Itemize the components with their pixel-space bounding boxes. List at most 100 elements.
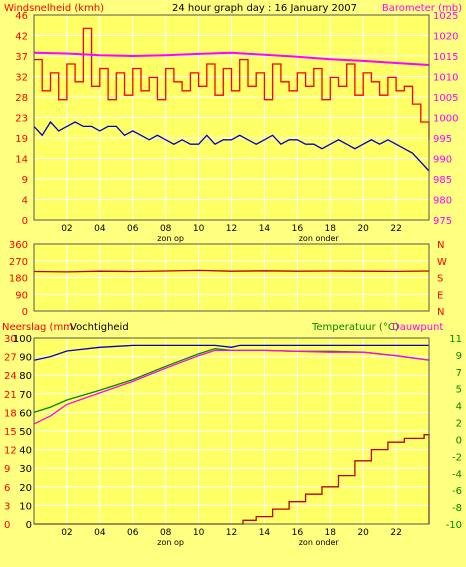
wind-x-tick-label: 02	[61, 224, 72, 234]
wind-direction-line	[33, 269, 430, 273]
humidity-y-tick-label: 40	[19, 446, 32, 457]
humidity-y-tick-label: 70	[19, 390, 32, 401]
temperature-x-tick-label: 06	[127, 528, 139, 538]
rain-y-tick-label: 30	[4, 334, 17, 345]
temperature-y-tick-label: -2	[452, 452, 462, 463]
humidity-y-tick-label: 0	[26, 520, 32, 531]
wind-y-tick-label: 46	[15, 11, 28, 22]
wind-series	[33, 27, 430, 172]
wind-average-line	[33, 120, 430, 172]
temperature-x-tick-label: 18	[325, 528, 337, 538]
temperature-plot-frame	[33, 337, 430, 525]
temperature-x-tick-label: 10	[193, 528, 205, 538]
humidity-y-tick-label: 30	[19, 464, 32, 475]
direction-plot-frame	[33, 243, 430, 312]
rain-y-tick-label: 12	[4, 446, 17, 457]
wind-x-tick-label: 10	[193, 224, 205, 234]
humidity-y-tick-label: 50	[19, 427, 32, 438]
barometer-y-tick-label: 1020	[433, 32, 458, 43]
direction-series	[33, 269, 430, 273]
humidity-y-tick-label: 100	[13, 334, 32, 345]
sun-annotation: zon onder	[299, 538, 340, 547]
rain-y-tick-label: 3	[4, 501, 10, 512]
wind-y-tick-label: 28	[15, 93, 28, 104]
humidity-y-tick-label: 60	[19, 408, 32, 419]
wind-y-tick-label: 37	[15, 52, 28, 63]
wind-y-tick-label: 9	[22, 175, 28, 186]
windspeed-axis-label: Windsnelheid (kmh)	[4, 3, 104, 14]
direction-y-ticks: 0 90 180 270 360	[9, 240, 28, 318]
dewpoint-axis-label: Dauwpunt	[392, 322, 443, 333]
humidity-y-tick-label: 20	[19, 483, 32, 494]
temperature-x-tick-label: 16	[292, 528, 304, 538]
barometer-y-tick-label: 1010	[433, 73, 458, 84]
wind-x-tick-label: 22	[390, 224, 401, 234]
rain-line	[34, 434, 430, 525]
dewpoint-line	[33, 349, 430, 425]
temperature-x-tick-label: 04	[94, 528, 106, 538]
wind-grid	[34, 15, 429, 220]
wind-y-tick-label: 14	[15, 155, 28, 166]
wind-x-tick-label: 16	[292, 224, 304, 234]
sun-annotation: zon onder	[299, 234, 340, 243]
wind-y-tick-label: 19	[15, 134, 28, 145]
temperature-x-tick-label: 20	[357, 528, 369, 538]
barometer-y-tick-label: 1025	[433, 11, 458, 22]
compass-label: N	[437, 240, 444, 251]
humidity-axis-label: Vochtigheid	[70, 322, 129, 333]
wind-y-tick-label: 23	[15, 114, 28, 125]
humidity-line	[33, 344, 429, 361]
compass-label: W	[437, 257, 447, 268]
rain-y-tick-label: 6	[4, 483, 10, 494]
temperature-y-tick-label: -10	[446, 520, 462, 531]
compass-label: E	[437, 290, 443, 301]
wind-x-ticks: 02 04 06 08 10 12 14 16 18 20 22 zon op zon onder	[61, 224, 402, 243]
barometer-y-tick-label: 995	[433, 134, 452, 145]
wind-x-tick-label: 12	[226, 224, 237, 234]
barometer-y-tick-label: 985	[433, 175, 452, 186]
temperature-y-tick-label: 11	[449, 334, 462, 345]
direction-y-tick-label: 0	[22, 307, 28, 318]
barometer-axis-label: Barometer (mb)	[382, 3, 462, 14]
wind-y-tick-label: 32	[15, 73, 28, 84]
barometer-y-tick-label: 1005	[433, 93, 458, 104]
wind-x-tick-label: 08	[160, 224, 172, 234]
temperature-y-tick-label: -8	[452, 503, 462, 514]
rain-y-tick-label: 9	[4, 464, 10, 475]
temperature-y-tick-label: 9	[456, 351, 462, 362]
wind-plot-frame	[33, 14, 430, 221]
sun-annotation: zon op	[157, 234, 184, 243]
rain-y-tick-label: 21	[4, 390, 17, 401]
direction-grid	[34, 244, 429, 311]
wind-y-tick-label: 4	[22, 196, 28, 207]
temperature-x-tick-label: 22	[390, 528, 401, 538]
wind-y-ticks: 0 4 9 14 19 23 28 32 37 42 46	[15, 11, 28, 227]
temperature-y-tick-label: 4	[456, 402, 462, 413]
wind-x-tick-label: 20	[357, 224, 369, 234]
direction-y-tick-label: 180	[9, 274, 28, 285]
rain-y-tick-label: 15	[4, 427, 17, 438]
wind-y-tick-label: 0	[22, 216, 28, 227]
barometer-y-tick-label: 1000	[433, 114, 458, 125]
rain-y-tick-label: 24	[4, 371, 17, 382]
wind-x-tick-label: 06	[127, 224, 139, 234]
wind-x-tick-label: 18	[325, 224, 337, 234]
humidity-y-tick-label: 10	[19, 501, 32, 512]
rain-y-tick-label: 18	[4, 408, 17, 419]
temperature-y-tick-label: -6	[452, 486, 462, 497]
temperature-x-ticks: 02 04 06 08 10 12 14 16 18 20 22 zon op zon onder	[61, 528, 402, 547]
humidity-y-tick-label: 80	[19, 371, 32, 382]
rain-axis-label: Neerslag (mm	[2, 322, 73, 333]
direction-y-tick-label: 360	[9, 240, 28, 251]
barometer-line	[33, 51, 430, 66]
temperature-series	[33, 344, 430, 525]
temperature-x-tick-label: 02	[61, 528, 72, 538]
temperature-y-tick-label: 7	[456, 368, 462, 379]
humidity-y-tick-label: 90	[19, 353, 32, 364]
wind-x-tick-label: 14	[259, 224, 271, 234]
temperature-y-tick-label: -4	[452, 469, 462, 480]
